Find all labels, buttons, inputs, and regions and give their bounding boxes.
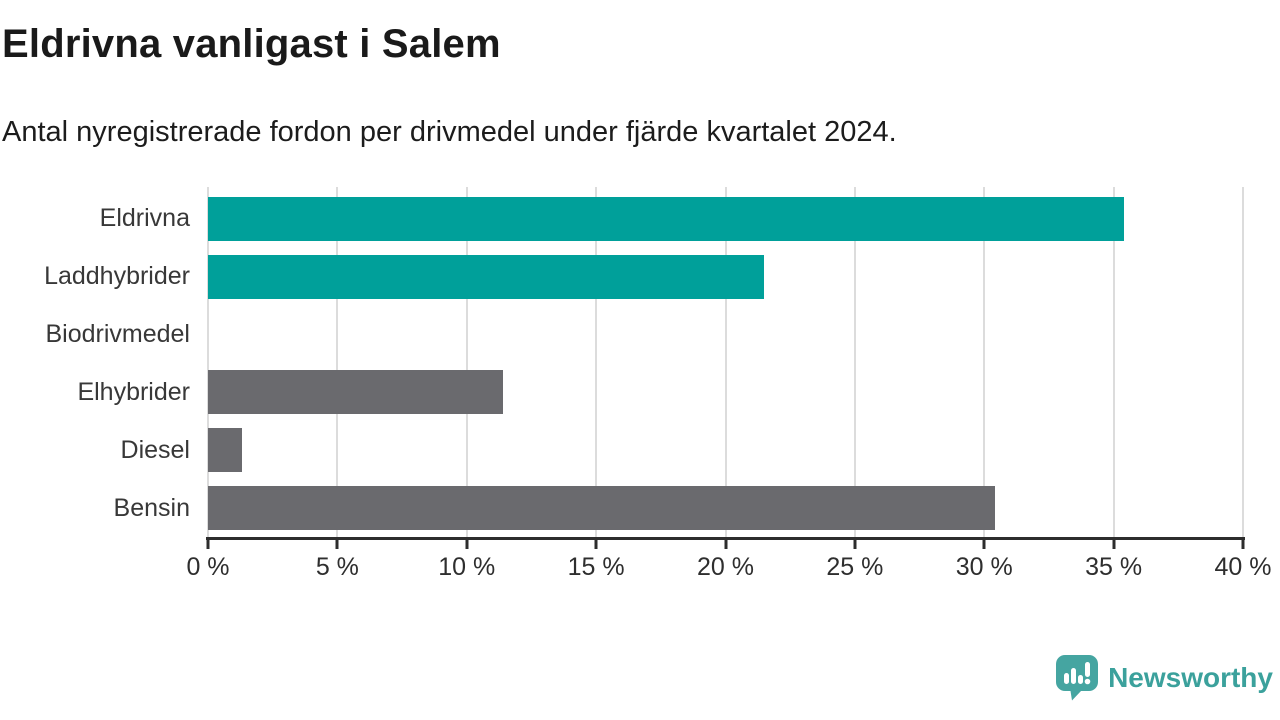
x-axis-tick	[594, 540, 598, 549]
x-axis-tick-label: 35 %	[1085, 553, 1143, 581]
x-axis-tick	[982, 540, 986, 549]
bar-laddhybrider	[208, 254, 765, 299]
category-axis-labels: Eldrivna Laddhybrider Biodrivmedel Elhybrid…	[0, 190, 190, 537]
gridline	[853, 187, 856, 537]
newsworthy-logo: Newsworthy	[1055, 654, 1273, 701]
x-axis-tick-label: 15 %	[567, 553, 625, 581]
x-axis-tick	[465, 540, 469, 549]
x-axis-tick	[1241, 540, 1245, 549]
category-label: Elhybrider	[77, 377, 190, 406]
x-axis: 0 % 5 % 10 % 15 % 20 % 25 % 30 % 35 % 40 %	[186, 537, 1271, 597]
x-axis-tick-label: 40 %	[1214, 553, 1272, 581]
gridline	[724, 187, 727, 537]
gridline	[1242, 187, 1244, 537]
x-axis-tick	[724, 540, 727, 549]
plot-area	[207, 187, 1244, 537]
gridline	[207, 187, 209, 537]
category-label: Biodrivmedel	[45, 320, 190, 349]
x-axis-tick	[853, 540, 857, 549]
bar-diesel	[208, 428, 242, 473]
category-label: Laddhybrider	[44, 262, 190, 291]
x-axis-tick-label: 0 %	[186, 553, 230, 581]
x-axis-tick	[1112, 540, 1116, 549]
bar-elhybrider	[208, 370, 503, 415]
gridline	[465, 187, 468, 537]
x-axis-tick	[335, 540, 339, 549]
page-title: Eldrivna vanligast i Salem	[2, 22, 501, 66]
newsworthy-chart-speech-bubble-icon	[1056, 655, 1099, 701]
x-axis-tick	[206, 540, 210, 549]
chart-subtitle: Antal nyregistrerade fordon per drivmede…	[2, 116, 897, 148]
x-axis-line	[206, 537, 1245, 540]
bar-eldrivna	[208, 196, 1124, 241]
newsworthy-logo-text: Newsworthy	[1108, 661, 1273, 693]
bar-bensin	[208, 486, 995, 531]
x-axis-tick-label: 20 %	[697, 553, 754, 581]
gridline	[595, 187, 598, 537]
category-label: Diesel	[120, 435, 190, 464]
gridline	[336, 187, 339, 537]
x-axis-tick-label: 30 %	[955, 553, 1013, 581]
gridline	[983, 187, 986, 537]
x-axis-tick-label: 5 %	[315, 553, 359, 581]
category-label: Eldrivna	[99, 204, 190, 233]
category-label: Bensin	[113, 493, 190, 522]
x-axis-tick-label: 25 %	[826, 553, 884, 581]
gridline	[1112, 187, 1115, 537]
x-axis-tick-label: 10 %	[438, 553, 496, 581]
